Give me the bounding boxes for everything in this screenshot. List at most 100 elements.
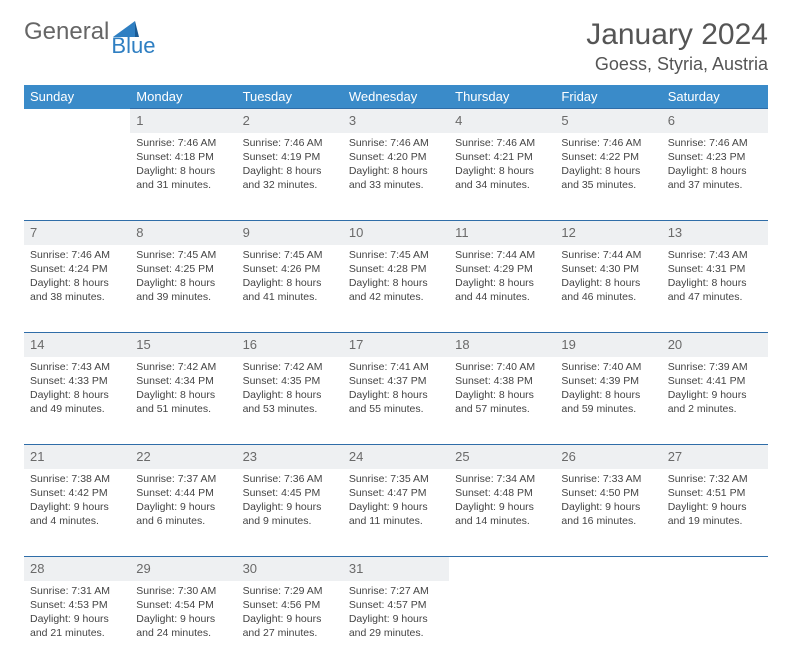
day-body-row: Sunrise: 7:46 AMSunset: 4:18 PMDaylight:…: [24, 133, 768, 221]
day-cell: Sunrise: 7:45 AMSunset: 4:25 PMDaylight:…: [130, 245, 236, 333]
day-number: 25: [449, 445, 555, 469]
daylight-text: and 46 minutes.: [561, 290, 655, 304]
sunrise-text: Sunrise: 7:46 AM: [561, 136, 655, 150]
daylight-text: Daylight: 9 hours: [561, 500, 655, 514]
day-number: [662, 557, 768, 581]
day-cell: [449, 581, 555, 669]
day-cell: Sunrise: 7:40 AMSunset: 4:39 PMDaylight:…: [555, 357, 661, 445]
sunset-text: Sunset: 4:35 PM: [243, 374, 337, 388]
day-number: 7: [24, 221, 130, 245]
day-cell: Sunrise: 7:32 AMSunset: 4:51 PMDaylight:…: [662, 469, 768, 557]
day-cell: Sunrise: 7:46 AMSunset: 4:19 PMDaylight:…: [237, 133, 343, 221]
daylight-text: Daylight: 9 hours: [30, 500, 124, 514]
sunrise-text: Sunrise: 7:46 AM: [30, 248, 124, 262]
day-number: 23: [237, 445, 343, 469]
day-cell: Sunrise: 7:42 AMSunset: 4:35 PMDaylight:…: [237, 357, 343, 445]
sunset-text: Sunset: 4:19 PM: [243, 150, 337, 164]
daylight-text: Daylight: 8 hours: [349, 276, 443, 290]
sunrise-text: Sunrise: 7:43 AM: [30, 360, 124, 374]
daylight-text: Daylight: 8 hours: [668, 276, 762, 290]
sunset-text: Sunset: 4:47 PM: [349, 486, 443, 500]
daylight-text: Daylight: 8 hours: [561, 164, 655, 178]
day-cell: Sunrise: 7:46 AMSunset: 4:24 PMDaylight:…: [24, 245, 130, 333]
day-number: 10: [343, 221, 449, 245]
day-number-row: 14151617181920: [24, 333, 768, 357]
day-header: Monday: [130, 85, 236, 109]
daylight-text: Daylight: 8 hours: [668, 164, 762, 178]
daylight-text: and 55 minutes.: [349, 402, 443, 416]
day-number: 2: [237, 109, 343, 133]
sunset-text: Sunset: 4:39 PM: [561, 374, 655, 388]
sunset-text: Sunset: 4:33 PM: [30, 374, 124, 388]
header: General Blue January 2024 Goess, Styria,…: [24, 18, 768, 75]
daylight-text: Daylight: 8 hours: [30, 276, 124, 290]
day-number: [24, 109, 130, 133]
day-number-row: 21222324252627: [24, 445, 768, 469]
day-cell: Sunrise: 7:31 AMSunset: 4:53 PMDaylight:…: [24, 581, 130, 669]
day-cell: Sunrise: 7:33 AMSunset: 4:50 PMDaylight:…: [555, 469, 661, 557]
daylight-text: and 42 minutes.: [349, 290, 443, 304]
sunrise-text: Sunrise: 7:44 AM: [561, 248, 655, 262]
brand-part1: General: [24, 18, 109, 46]
sunrise-text: Sunrise: 7:46 AM: [136, 136, 230, 150]
day-number: 5: [555, 109, 661, 133]
day-cell: [24, 133, 130, 221]
sunset-text: Sunset: 4:24 PM: [30, 262, 124, 276]
daylight-text: and 21 minutes.: [30, 626, 124, 640]
sunset-text: Sunset: 4:45 PM: [243, 486, 337, 500]
daylight-text: Daylight: 8 hours: [30, 388, 124, 402]
daylight-text: and 34 minutes.: [455, 178, 549, 192]
day-cell: Sunrise: 7:46 AMSunset: 4:22 PMDaylight:…: [555, 133, 661, 221]
daylight-text: Daylight: 8 hours: [349, 164, 443, 178]
daylight-text: Daylight: 9 hours: [243, 500, 337, 514]
daylight-text: Daylight: 8 hours: [561, 276, 655, 290]
day-cell: Sunrise: 7:30 AMSunset: 4:54 PMDaylight:…: [130, 581, 236, 669]
day-number: 15: [130, 333, 236, 357]
day-number: 4: [449, 109, 555, 133]
day-cell: Sunrise: 7:37 AMSunset: 4:44 PMDaylight:…: [130, 469, 236, 557]
sunset-text: Sunset: 4:20 PM: [349, 150, 443, 164]
day-cell: Sunrise: 7:42 AMSunset: 4:34 PMDaylight:…: [130, 357, 236, 445]
sunset-text: Sunset: 4:37 PM: [349, 374, 443, 388]
sunset-text: Sunset: 4:29 PM: [455, 262, 549, 276]
day-header: Friday: [555, 85, 661, 109]
day-cell: Sunrise: 7:46 AMSunset: 4:18 PMDaylight:…: [130, 133, 236, 221]
day-header: Tuesday: [237, 85, 343, 109]
daylight-text: Daylight: 8 hours: [136, 164, 230, 178]
sunrise-text: Sunrise: 7:46 AM: [243, 136, 337, 150]
daylight-text: and 39 minutes.: [136, 290, 230, 304]
sunset-text: Sunset: 4:28 PM: [349, 262, 443, 276]
daylight-text: and 44 minutes.: [455, 290, 549, 304]
sunrise-text: Sunrise: 7:44 AM: [455, 248, 549, 262]
day-number: 22: [130, 445, 236, 469]
sunset-text: Sunset: 4:34 PM: [136, 374, 230, 388]
sunset-text: Sunset: 4:57 PM: [349, 598, 443, 612]
daylight-text: and 2 minutes.: [668, 402, 762, 416]
brand-logo: General Blue: [24, 18, 185, 46]
daylight-text: Daylight: 8 hours: [349, 388, 443, 402]
daylight-text: and 53 minutes.: [243, 402, 337, 416]
daylight-text: and 35 minutes.: [561, 178, 655, 192]
sunrise-text: Sunrise: 7:37 AM: [136, 472, 230, 486]
day-cell: Sunrise: 7:45 AMSunset: 4:26 PMDaylight:…: [237, 245, 343, 333]
day-header: Wednesday: [343, 85, 449, 109]
sunset-text: Sunset: 4:50 PM: [561, 486, 655, 500]
sunset-text: Sunset: 4:41 PM: [668, 374, 762, 388]
day-number: 3: [343, 109, 449, 133]
day-number: 20: [662, 333, 768, 357]
day-number: 27: [662, 445, 768, 469]
sunset-text: Sunset: 4:18 PM: [136, 150, 230, 164]
sunset-text: Sunset: 4:26 PM: [243, 262, 337, 276]
daylight-text: Daylight: 9 hours: [30, 612, 124, 626]
day-cell: Sunrise: 7:45 AMSunset: 4:28 PMDaylight:…: [343, 245, 449, 333]
daylight-text: Daylight: 8 hours: [243, 164, 337, 178]
sunrise-text: Sunrise: 7:45 AM: [136, 248, 230, 262]
day-number: 29: [130, 557, 236, 581]
daylight-text: Daylight: 9 hours: [455, 500, 549, 514]
day-cell: Sunrise: 7:35 AMSunset: 4:47 PMDaylight:…: [343, 469, 449, 557]
sunset-text: Sunset: 4:31 PM: [668, 262, 762, 276]
day-number: 28: [24, 557, 130, 581]
sunrise-text: Sunrise: 7:39 AM: [668, 360, 762, 374]
daylight-text: and 31 minutes.: [136, 178, 230, 192]
sunrise-text: Sunrise: 7:38 AM: [30, 472, 124, 486]
